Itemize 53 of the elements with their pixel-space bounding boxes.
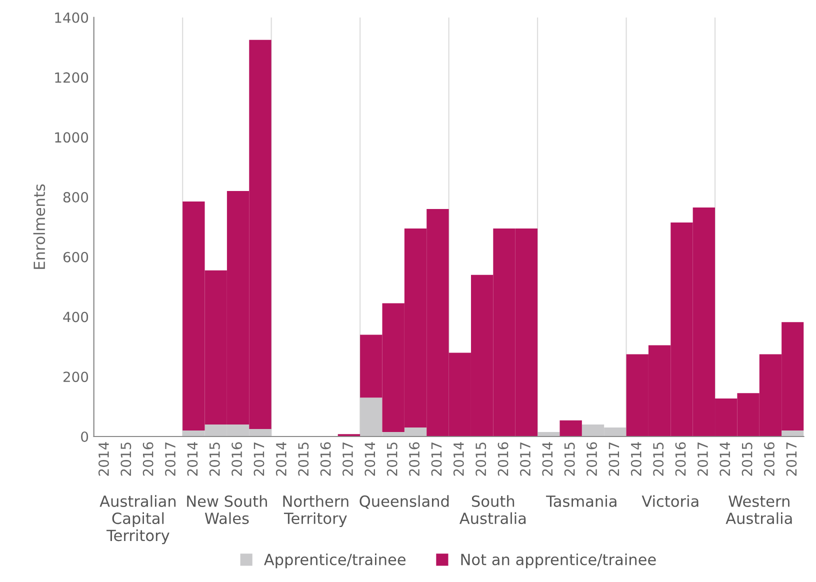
- x-tick-label: 2014: [720, 442, 730, 476]
- x-tick-label: 2016: [409, 442, 420, 476]
- bar: [782, 430, 804, 436]
- x-tick-label: 2014: [98, 442, 109, 476]
- x-tick-label: 2015: [209, 442, 220, 476]
- x-tick-label: 2014: [364, 442, 376, 476]
- y-tick-label: 600: [63, 252, 88, 262]
- x-tick-label: 2014: [630, 442, 642, 476]
- x-tick-label: 2017: [608, 442, 620, 476]
- legend-label: Apprentice/trainee: [264, 553, 406, 568]
- x-tick-label: 2015: [298, 442, 309, 476]
- x-tick-label: 2016: [232, 442, 242, 476]
- x-tick-label: 2017: [165, 442, 176, 476]
- x-tick-label: 2017: [786, 442, 797, 476]
- x-tick-label: 2016: [586, 442, 598, 476]
- x-tick-label: 2016: [764, 442, 775, 476]
- y-axis-title: Enrolments: [33, 184, 46, 269]
- y-tick-label: 1400: [55, 12, 88, 23]
- x-tick-label: 2014: [542, 442, 553, 476]
- x-tick-label: 2014: [276, 442, 286, 476]
- text: South Australia: [460, 495, 526, 524]
- x-tick-label: 2015: [564, 442, 575, 476]
- x-tick-label: 2017: [697, 442, 708, 476]
- x-tick-label: 2017: [342, 442, 353, 476]
- x-tick-label: 2017: [254, 442, 264, 476]
- y-tick-label: 400: [63, 312, 88, 322]
- text: Australian Capital Territory: [100, 495, 176, 544]
- x-tick-label: 2016: [498, 442, 508, 476]
- y-tick-label: 800: [63, 192, 88, 203]
- text: Northern Territory: [283, 495, 348, 528]
- legend-label: Not an apprentice/trainee: [461, 553, 656, 568]
- x-tick-label: 2014: [187, 442, 198, 476]
- x-tick-label: 2015: [653, 442, 664, 476]
- text: Queensland: [360, 495, 449, 509]
- y-tick-label: 200: [63, 372, 88, 382]
- x-tick-label: 2015: [386, 442, 398, 476]
- text: Tasmania: [546, 495, 616, 507]
- x-tick-label: 2017: [431, 442, 442, 476]
- text: Victoria: [642, 495, 698, 507]
- y-tick-label: 1200: [55, 72, 88, 83]
- x-tick-label: 2015: [742, 442, 752, 476]
- y-tick-label: 0: [81, 431, 88, 442]
- x-tick-label: 2016: [675, 442, 686, 476]
- text: Western Australia: [726, 496, 792, 524]
- y-tick-label: 1000: [55, 132, 88, 143]
- x-tick-label: 2014: [453, 442, 464, 476]
- x-tick-label: 2015: [120, 442, 132, 476]
- bar: [560, 420, 582, 436]
- x-tick-label: 2016: [142, 442, 154, 476]
- text: New South Wales: [187, 495, 267, 524]
- x-tick-label: 2015: [476, 442, 486, 476]
- x-tick-label: 2016: [320, 442, 331, 476]
- x-tick-label: 2017: [520, 442, 530, 476]
